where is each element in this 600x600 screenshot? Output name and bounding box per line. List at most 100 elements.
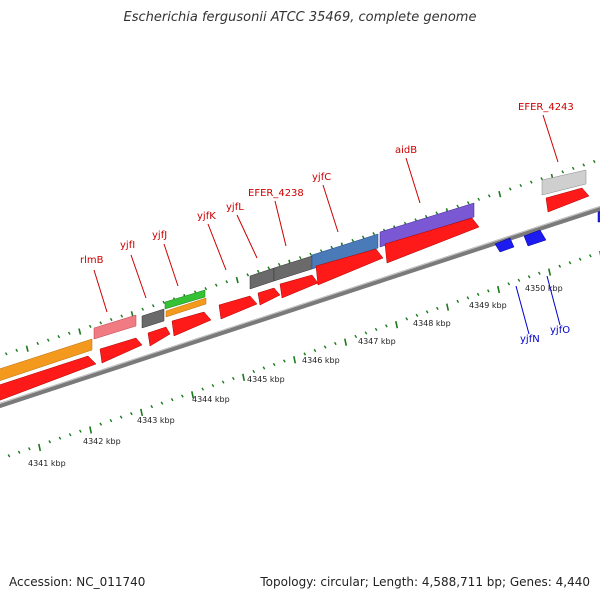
map-title: Escherichia fergusonii ATCC 35469, compl… [123, 10, 477, 25]
ruler-tick [333, 341, 337, 346]
outer-tick [508, 187, 512, 191]
label-leader [322, 184, 339, 233]
feature-gray-efer4238 [249, 267, 275, 290]
label-leader [274, 200, 287, 247]
ruler-tick [119, 415, 123, 419]
cds-arrow [218, 295, 258, 320]
ruler-tick [517, 278, 521, 282]
feature-gray-yjfJ [141, 308, 165, 329]
ruler-tick [323, 345, 327, 349]
outer-tick [435, 211, 439, 215]
outer-tick [267, 266, 271, 270]
ruler-label: 4348 kbp [413, 319, 451, 328]
outer-tick [214, 283, 218, 287]
cds-track [0, 187, 590, 401]
outer-tick [561, 170, 565, 174]
outer-tick [246, 273, 250, 277]
gene-label: EFER_4238 [248, 188, 304, 199]
outer-tick [162, 300, 166, 304]
ruler-tick [68, 433, 72, 437]
ruler-tick [242, 373, 246, 381]
outer-tick [592, 159, 596, 164]
ruler-tick [17, 450, 21, 454]
genome-backbone [0, 205, 600, 409]
ruler-label: 4345 kbp [247, 375, 285, 384]
label-leader [207, 223, 227, 271]
ruler-tick [211, 383, 215, 388]
ruler-tick [588, 254, 592, 258]
outer-tick [351, 238, 355, 243]
ruler-tick [262, 366, 266, 370]
ruler-tick [466, 296, 470, 300]
outer-tick [582, 163, 586, 167]
ruler-tick [374, 327, 378, 332]
ruler-tick [507, 282, 511, 286]
ruler-label: 4350 kbp [525, 284, 563, 293]
outer-tick [330, 245, 334, 249]
outer-tick [88, 324, 92, 328]
ruler-tick [415, 313, 419, 317]
feature-track [0, 169, 587, 381]
outer-tick [487, 194, 491, 198]
outer-tick [67, 331, 71, 335]
ruler-tick [282, 359, 286, 363]
ruler-tick [354, 334, 358, 339]
ruler-tick [293, 356, 297, 364]
outer-tick [309, 252, 313, 256]
ruler-labels: 4341 kbp 4342 kbp 4343 kbp 4344 kbp 4345 kbp… [28, 284, 563, 468]
feature-orange-small [165, 297, 207, 318]
ruler-tick [231, 376, 235, 381]
outer-tick [151, 304, 155, 308]
ruler-tick [497, 285, 501, 294]
outer-tick [15, 348, 19, 352]
cds-arrow [315, 248, 384, 286]
ruler-tick [191, 391, 195, 399]
label-leader [130, 254, 147, 299]
feature-blue-yjfC [311, 233, 379, 270]
ruler-tick [527, 275, 531, 279]
ruler-label: 4342 kbp [83, 437, 121, 446]
gene-labels: rlmB yjfI yjfJ yjfK yjfL EFER_4238 yjfC aidB EFE… [80, 102, 574, 345]
outer-tick [498, 190, 502, 198]
ruler-tick [38, 443, 42, 452]
outer-tick [529, 180, 533, 184]
gene-label: aidB [395, 145, 417, 156]
ruler-tick [150, 405, 154, 409]
outer-tick [298, 256, 302, 260]
ruler-tick [109, 419, 113, 423]
feature-green [164, 289, 206, 310]
ruler-tick [364, 331, 368, 335]
gene-label: yjfK [197, 211, 216, 222]
cds-arrow [279, 274, 319, 299]
ruler-tick [170, 397, 174, 402]
ruler-tick [446, 303, 450, 311]
ruler-tick [129, 412, 133, 416]
gene-label: yjfJ [152, 230, 167, 241]
outer-tick [204, 286, 208, 291]
outer-tick [25, 345, 29, 352]
label-leader [546, 275, 561, 326]
ruler-label: 4344 kbp [192, 395, 230, 404]
ruler-tick [558, 264, 562, 268]
ruler-label: 4347 kbp [358, 337, 396, 346]
label-leader [93, 269, 108, 313]
ruler-label: 4341 kbp [28, 459, 66, 468]
cds-arrow [0, 355, 97, 401]
outer-tick [540, 177, 544, 181]
gene-label: rlmB [80, 255, 104, 266]
ruler-tick [7, 454, 11, 458]
label-leaders [93, 114, 561, 335]
ruler-tick [58, 436, 62, 440]
ruler-tick [252, 369, 256, 374]
outer-tick [256, 269, 260, 274]
ruler-tick [313, 348, 317, 353]
outer-tick [120, 314, 124, 318]
ruler-tick [537, 271, 541, 275]
ruler-tick [27, 447, 31, 451]
ruler-tick [303, 352, 307, 356]
ruler-tick [48, 440, 52, 444]
ruler-tick [548, 268, 552, 276]
ruler-tick [476, 292, 480, 296]
outer-tick [36, 341, 40, 346]
